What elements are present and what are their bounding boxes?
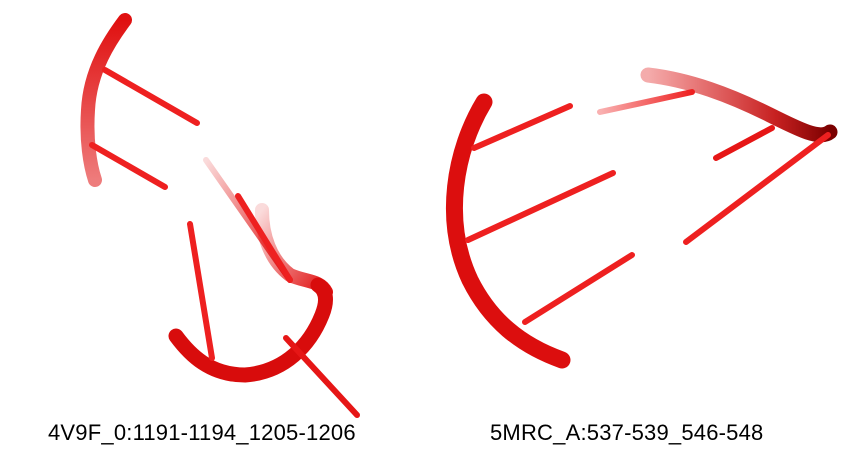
panel-5mrc: 5MRC_A:537-539_546-548 — [430, 0, 860, 460]
backbone-arc — [446, 93, 571, 369]
rna-structure-4v9f — [80, 13, 360, 418]
base-stick — [465, 170, 616, 243]
rna-structure-5mrc — [446, 67, 838, 369]
base-stick — [683, 132, 831, 245]
base-stick — [522, 252, 635, 325]
base-stick — [713, 125, 775, 161]
base-stick — [597, 89, 695, 115]
base-stick — [471, 103, 573, 151]
panel-4v9f: 4V9F_0:1191-1194_1205-1206 — [48, 13, 360, 445]
backbone-upper — [80, 13, 132, 187]
base-stick — [283, 335, 360, 418]
base-stick — [89, 142, 168, 190]
base-stick — [235, 193, 293, 283]
base-stick — [187, 221, 215, 361]
backbone-top-right — [640, 67, 838, 143]
structure-caption: 4V9F_0:1191-1194_1205-1206 — [48, 420, 356, 445]
structure-caption: 5MRC_A:537-539_546-548 — [490, 420, 764, 445]
base-stick — [102, 67, 200, 126]
backbone-lower — [168, 277, 333, 383]
